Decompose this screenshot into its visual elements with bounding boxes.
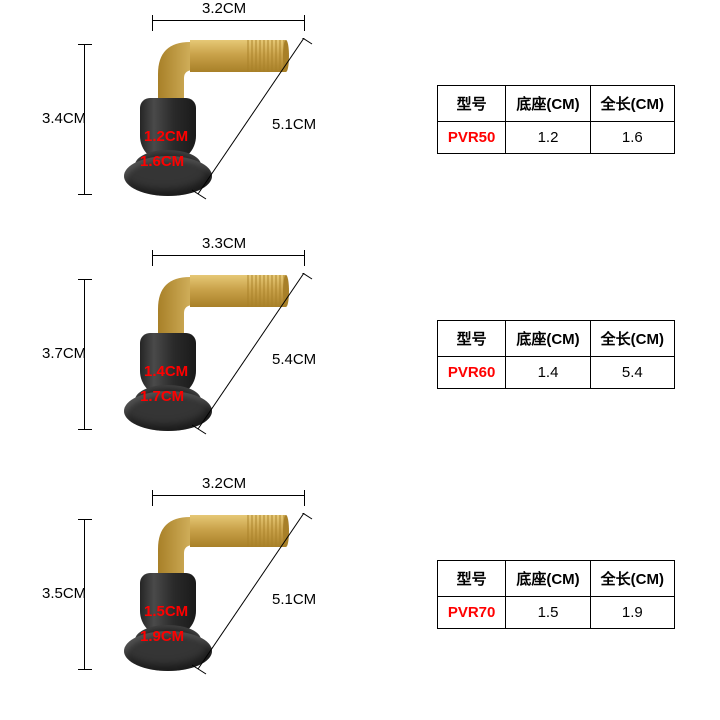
- dimension-tick: [304, 15, 305, 31]
- dimension-left-height: 3.4CM: [42, 110, 86, 127]
- spec-table: 型号 底座(CM) 全长(CM) PVR70 1.5 1.9: [437, 560, 675, 629]
- dimension-neck-inner: 1.2CM: [144, 128, 188, 145]
- cell-base: 1.5: [506, 597, 590, 629]
- header-length: 全长(CM): [590, 86, 674, 122]
- cell-model: PVR50: [437, 122, 506, 154]
- dimension-tick: [304, 490, 305, 506]
- dimension-top-width: 3.2CM: [202, 475, 246, 492]
- dimension-left-height: 3.7CM: [42, 345, 86, 362]
- dimension-tick: [78, 429, 92, 430]
- product-row: 3.2CM 3.5CM 5.1CM 1.5CM 1.9CM 型号 底座(CM) 全长(…: [0, 465, 720, 705]
- dimension-tick: [152, 250, 153, 266]
- dimension-tick: [152, 490, 153, 506]
- spec-table-header-row: 型号 底座(CM) 全长(CM): [437, 321, 674, 357]
- cell-base: 1.2: [506, 122, 590, 154]
- dimension-top-width: 3.2CM: [202, 0, 246, 17]
- header-model: 型号: [437, 86, 506, 122]
- dimension-line: [152, 495, 304, 496]
- diagram-area: 3.3CM3.7CM 5.4CM1.4CM1.7CM: [60, 225, 390, 455]
- dimension-diagonal: 5.1CM: [272, 591, 316, 608]
- dimension-diagonal: 5.1CM: [272, 116, 316, 133]
- dimension-base-inner: 1.9CM: [140, 628, 184, 645]
- header-base: 底座(CM): [506, 86, 590, 122]
- cell-base: 1.4: [506, 357, 590, 389]
- dimension-base-inner: 1.7CM: [140, 388, 184, 405]
- product-row: 3.2CM 3.4CM 5.1CM 1.2CM 1.6CM 型号 底座(CM) 全长(…: [0, 0, 720, 230]
- diagram-area: 3.2CM3.5CM 5.1CM1.5CM1.9CM: [60, 465, 390, 695]
- dimension-neck-inner: 1.4CM: [144, 363, 188, 380]
- spec-table-data-row: PVR60 1.4 5.4: [437, 357, 674, 389]
- header-base: 底座(CM): [506, 321, 590, 357]
- header-length: 全长(CM): [590, 321, 674, 357]
- dimension-tick: [78, 44, 92, 45]
- dimension-tick: [78, 519, 92, 520]
- header-base: 底座(CM): [506, 561, 590, 597]
- cell-length: 1.6: [590, 122, 674, 154]
- header-model: 型号: [437, 321, 506, 357]
- cell-model: PVR70: [437, 597, 506, 629]
- cell-model: PVR60: [437, 357, 506, 389]
- dimension-line: [152, 20, 304, 21]
- dimension-tick: [78, 669, 92, 670]
- dimension-top-width: 3.3CM: [202, 235, 246, 252]
- dimension-tick: [304, 250, 305, 266]
- product-row: 3.3CM 3.7CM 5.4CM 1.4CM 1.7CM 型号 底座(CM) 全长(…: [0, 225, 720, 465]
- dimension-left-height: 3.5CM: [42, 585, 86, 602]
- spec-table-header-row: 型号 底座(CM) 全长(CM): [437, 561, 674, 597]
- cell-length: 5.4: [590, 357, 674, 389]
- diagram-area: 3.2CM3.4CM 5.1CM1.2CM1.6CM: [60, 0, 390, 220]
- spec-table-data-row: PVR50 1.2 1.6: [437, 122, 674, 154]
- dimension-neck-inner: 1.5CM: [144, 603, 188, 620]
- dimension-tick: [78, 279, 92, 280]
- spec-table-header-row: 型号 底座(CM) 全长(CM): [437, 86, 674, 122]
- dimension-tick: [78, 194, 92, 195]
- spec-table-data-row: PVR70 1.5 1.9: [437, 597, 674, 629]
- dimension-tick: [152, 15, 153, 31]
- cell-length: 1.9: [590, 597, 674, 629]
- spec-table: 型号 底座(CM) 全长(CM) PVR60 1.4 5.4: [437, 320, 675, 389]
- spec-table: 型号 底座(CM) 全长(CM) PVR50 1.2 1.6: [437, 85, 675, 154]
- header-model: 型号: [437, 561, 506, 597]
- dimension-line: [152, 255, 304, 256]
- header-length: 全长(CM): [590, 561, 674, 597]
- dimension-diagonal: 5.4CM: [272, 351, 316, 368]
- dimension-base-inner: 1.6CM: [140, 153, 184, 170]
